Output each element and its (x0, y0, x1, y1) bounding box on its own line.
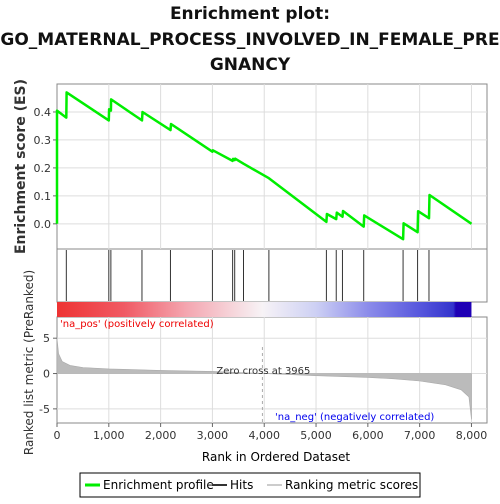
chart-title-line: Enrichment plot: (170, 4, 330, 24)
enrichment-profile-line (55, 91, 473, 241)
zero-cross-label: Zero cross at 3965 (216, 366, 310, 377)
metric-y-tick-label: 5 (43, 332, 50, 345)
legend-label: Ranking metric scores (285, 478, 418, 492)
x-tick-label: 0 (54, 429, 61, 442)
positive-correlation-label: 'na_pos' (positively correlated) (60, 319, 214, 330)
x-tick-label: 5,000 (300, 429, 332, 442)
es-y-tick-label: 0.0 (34, 218, 52, 231)
hits-panel-frame (56, 248, 488, 303)
metric-y-tick-label: 0 (43, 368, 50, 381)
es-y-tick-label: 0.4 (34, 106, 52, 119)
legend-box (79, 472, 421, 498)
x-tick-label: 2,000 (145, 429, 177, 442)
chart-title-line: GNANCY (210, 55, 291, 75)
metric-y-tick-label: -5 (39, 403, 50, 416)
legend-label: Hits (230, 478, 253, 492)
x-tick-label: 1,000 (93, 429, 125, 442)
x-tick-label: 3,000 (197, 429, 229, 442)
ranking-metric-area (56, 338, 472, 420)
chart-title-line: GO_MATERNAL_PROCESS_INVOLVED_IN_FEMALE_P… (0, 30, 499, 50)
x-tick-label: 7,000 (404, 429, 436, 442)
metric-y-axis-label: Ranked list metric (PreRanked) (22, 270, 36, 455)
x-tick-label: 8,000 (456, 429, 488, 442)
legend-label: Enrichment profile (103, 478, 214, 492)
x-tick-label: 4,000 (248, 429, 280, 442)
x-axis-label: Rank in Ordered Dataset (202, 450, 350, 464)
es-y-tick-label: 0.1 (34, 190, 52, 203)
es-y-tick-label: 0.3 (34, 134, 52, 147)
es-y-axis-label: Enrichment score (ES) (13, 79, 29, 254)
legend: Enrichment profile Hits Ranking metric sco… (79, 472, 421, 498)
rank-gradient-bar (57, 302, 472, 317)
x-tick-label: 6,000 (352, 429, 384, 442)
negative-correlation-label: 'na_neg' (negatively correlated) (275, 412, 434, 423)
es-y-tick-label: 0.2 (34, 162, 52, 175)
